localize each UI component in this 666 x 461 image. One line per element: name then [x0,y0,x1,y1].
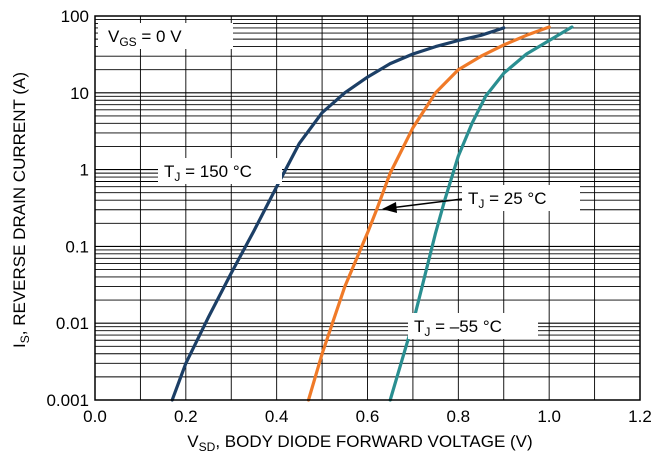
x-axis-title: VSD, BODY DIODE FORWARD VOLTAGE (V) [187,432,532,454]
label-150c: TJ = 150 °C [158,158,282,184]
condition-box-bg [98,23,233,49]
label-150c-bg [158,158,282,184]
x-tick-label: 1.2 [628,407,652,426]
label-m55c-bg [408,313,538,339]
series-line-1 [306,25,551,402]
plot-frame [94,15,641,401]
x-tick-label: 0.2 [174,407,198,426]
y-tick-label: 1 [80,161,89,180]
label-25c: TJ = 25 °C [382,185,580,213]
x-tick-labels: 0.0 0.2 0.4 0.6 0.8 1.0 1.2 [83,407,652,426]
series-line-0 [170,26,506,402]
label-25c-bg [462,185,580,211]
y-tick-label: 0.001 [46,391,89,410]
x-tick-label: 0.0 [83,407,107,426]
x-tick-label: 0.6 [356,407,380,426]
x-tick-label: 1.0 [537,407,561,426]
y-tick-labels: 0.001 0.01 0.1 1 10 100 [46,7,89,410]
x-tick-label: 0.4 [265,407,289,426]
y-tick-label: 100 [61,7,89,26]
series-lines [170,25,574,402]
x-tick-label: 0.8 [447,407,471,426]
y-axis-title: IS, REVERSE DRAIN CURRENT (A) [10,72,32,348]
label-25c-text: TJ = 25 °C [468,189,546,211]
label-m55c: TJ = –55 °C [408,313,538,339]
y-tick-label: 0.01 [56,314,89,333]
label-m55c-text: TJ = –55 °C [414,317,502,339]
arrow-25c-line [389,198,463,209]
y-tick-label: 0.1 [65,237,89,256]
y-tick-label: 10 [70,84,89,103]
series-line-2 [388,25,574,402]
condition-label: VGS = 0 V [108,27,182,49]
grid [95,16,640,400]
label-150c-text: TJ = 150 °C [164,162,252,184]
condition-box: VGS = 0 V [98,23,233,49]
arrow-25c-head [382,202,397,213]
